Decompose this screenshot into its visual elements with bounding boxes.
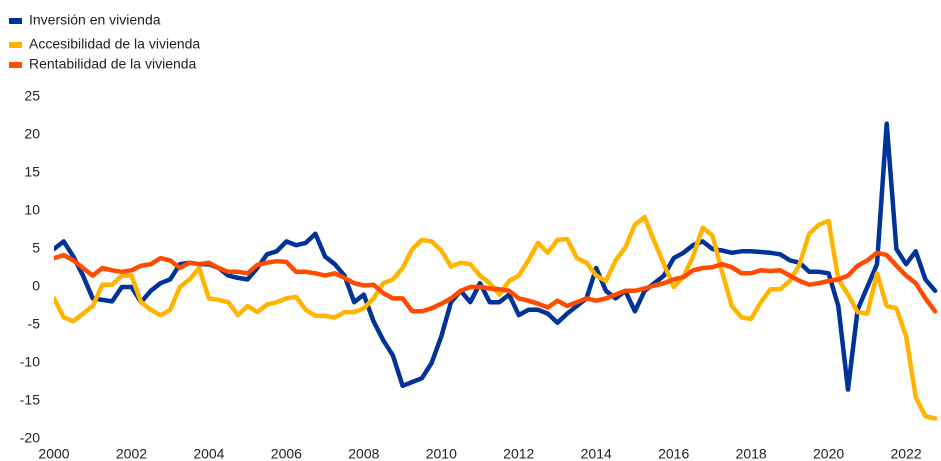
x-tick-label: 2018 [736, 446, 767, 461]
y-tick-label: 15 [24, 164, 40, 180]
y-tick-label: 10 [24, 202, 40, 218]
x-tick-label: 2000 [38, 446, 69, 461]
x-tick-label: 2012 [503, 446, 534, 461]
y-tick-label: -15 [20, 392, 40, 408]
legend-label: Rentabilidad de la vivienda [29, 56, 197, 72]
legend-swatch [9, 62, 22, 68]
x-tick-label: 2008 [348, 446, 379, 461]
x-tick-label: 2022 [890, 446, 921, 461]
legend-label: Inversión en vivienda [29, 12, 161, 28]
x-tick-label: 2020 [813, 446, 844, 461]
y-tick-label: -5 [28, 316, 41, 332]
y-tick-label: 5 [32, 240, 40, 256]
legend-swatch [9, 18, 22, 24]
x-tick-label: 2004 [193, 446, 224, 461]
y-tick-label: 0 [32, 278, 40, 294]
x-tick-label: 2010 [426, 446, 457, 461]
y-tick-label: 20 [24, 126, 40, 142]
x-tick-label: 2016 [658, 446, 689, 461]
x-tick-label: 2002 [116, 446, 147, 461]
series-line [54, 214, 938, 421]
y-tick-label: -10 [20, 354, 40, 370]
series-line [54, 250, 938, 314]
x-tick-label: 2006 [271, 446, 302, 461]
x-tick-label: 2014 [581, 446, 612, 461]
legend-swatch [9, 42, 22, 48]
legend-label: Accesibilidad de la vivienda [29, 36, 200, 52]
plot-area [54, 121, 938, 421]
y-tick-label: 25 [24, 88, 40, 104]
y-tick-label: -20 [20, 430, 40, 446]
